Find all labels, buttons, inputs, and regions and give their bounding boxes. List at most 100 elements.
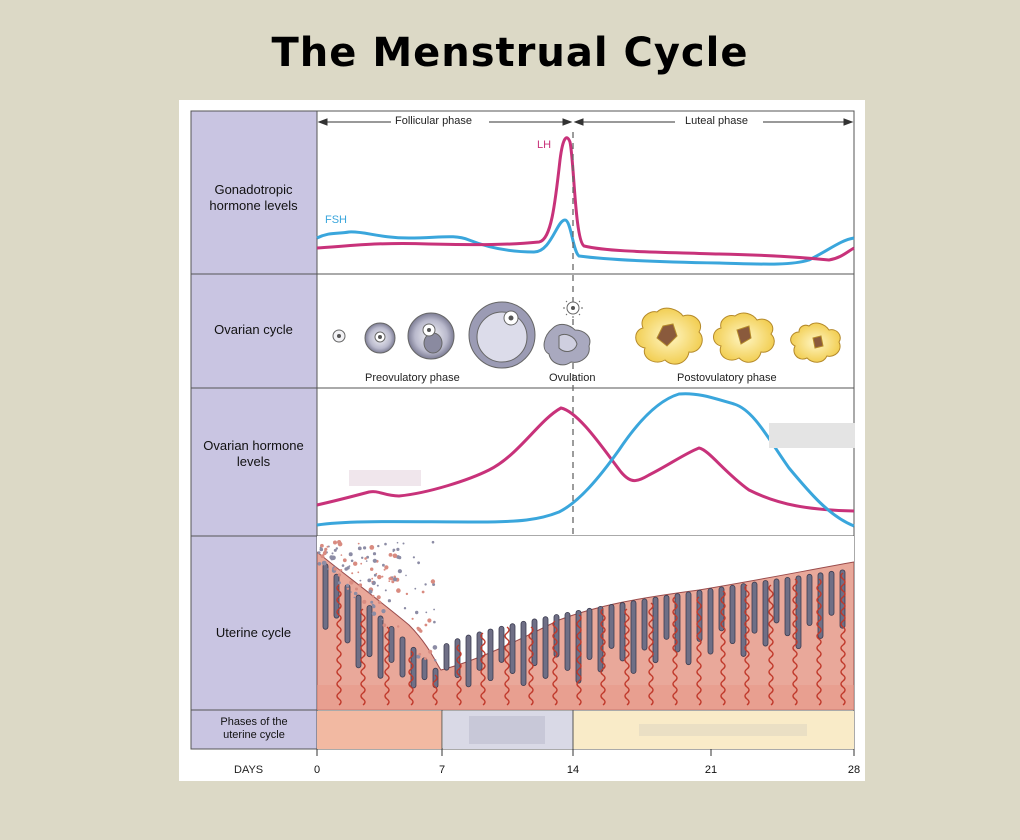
debris-particle [342,558,347,563]
spiral-artery [600,608,606,706]
uterine-gland [509,623,516,674]
debris-particle [424,657,427,660]
debris-particle [337,581,341,585]
debris-particle [368,589,373,594]
debris-particle [434,659,437,662]
debris-particle [321,560,327,566]
debris-particle [388,553,393,557]
phase-header-arrows [317,118,854,126]
uterine-gland [641,598,648,651]
debris-particle [372,558,377,563]
hidden-progesterone-box [769,423,855,448]
debris-particle [403,607,407,610]
debris-particle [428,649,433,654]
debris-particle [372,552,377,556]
hidden-estrogen-box [349,470,421,486]
debris-particle [339,569,343,572]
diagram-canvas [190,110,855,756]
estrogen-curve [316,406,855,513]
debris-particle [346,587,350,590]
debris-particle [381,609,386,614]
row-label-ovarian-hormone: Ovarian hormone levels [203,438,304,469]
debris-particle [377,600,382,604]
uterine-gland [685,591,692,666]
debris-particle [357,571,360,574]
day-tick-14: 14 [566,764,580,776]
debris-particle [411,617,414,620]
debris-particle [371,581,373,583]
debris-particle [370,567,374,571]
debris-particle [427,618,432,623]
debris-particle [337,573,342,577]
uterine-gland [674,593,681,653]
uterine-gland [366,605,373,658]
spiral-artery [672,596,678,706]
debris-particle [396,541,399,544]
debris-particle [396,547,400,551]
spiral-artery [408,650,414,706]
uterine-gland [828,570,835,616]
debris-particle [397,625,400,628]
debris-particle [412,556,415,559]
days-label: DAYS [234,764,264,776]
debris-particle [418,652,422,656]
debris-particle [433,608,435,611]
debris-particle [362,599,367,604]
spiral-artery [528,626,534,706]
debris-particle [384,565,389,570]
lh-label: LH [537,139,552,151]
uterine-gland [322,563,329,630]
debris-particle [344,567,348,571]
fsh-label: FSH [325,214,347,226]
corpus-luteum-stages [635,307,841,365]
uterine-gland [377,615,384,679]
debris-particle [382,623,387,627]
uterine-gland [762,580,769,647]
debris-particle [370,600,374,604]
uterine-gland [443,643,450,671]
uterine-gland [784,576,791,637]
day-tick-7: 7 [438,764,446,776]
spiral-artery [576,614,582,706]
debris-particle [333,540,337,545]
debris-particle [333,548,337,552]
spiral-artery [792,578,798,706]
debris-particle [371,594,375,598]
uterine-gland [542,616,549,679]
day-tick-21: 21 [704,764,718,776]
debris-particle [369,545,375,550]
debris-particle [376,595,381,600]
debris-particle [357,542,360,545]
debris-particle [350,559,354,563]
debris-particle [333,567,337,571]
debris-particle [324,547,328,551]
row-label-ovarian-cycle: Ovarian cycle [214,322,293,337]
fsh-curve [316,218,855,266]
uterine-gland [619,602,626,662]
debris-particle [402,542,405,545]
uterine-gland [355,594,362,669]
uterine-gland [652,596,659,664]
debris-particle [424,583,427,586]
debris-particle [392,550,395,553]
debris-particle [355,587,358,591]
day-ticks [316,749,855,756]
debris-particle [353,561,358,566]
debris-particle [348,552,353,557]
debris-particle [387,599,391,603]
debris-particle [388,580,391,582]
menstrual-phase-band [317,711,442,749]
debris-particle [361,556,364,559]
spiral-artery [720,590,726,706]
postovulatory-label: Postovulatory phase [677,372,777,384]
uterine-gland [487,628,494,682]
debris-particle [371,603,375,607]
debris-particle [340,554,343,556]
debris-particle [381,575,384,578]
spiral-artery [360,608,366,706]
preovulatory-label: Preovulatory phase [365,372,460,384]
debris-particle [323,550,327,554]
uterine-gland [729,584,736,645]
spiral-artery [504,626,510,706]
debris-particle [348,565,351,567]
